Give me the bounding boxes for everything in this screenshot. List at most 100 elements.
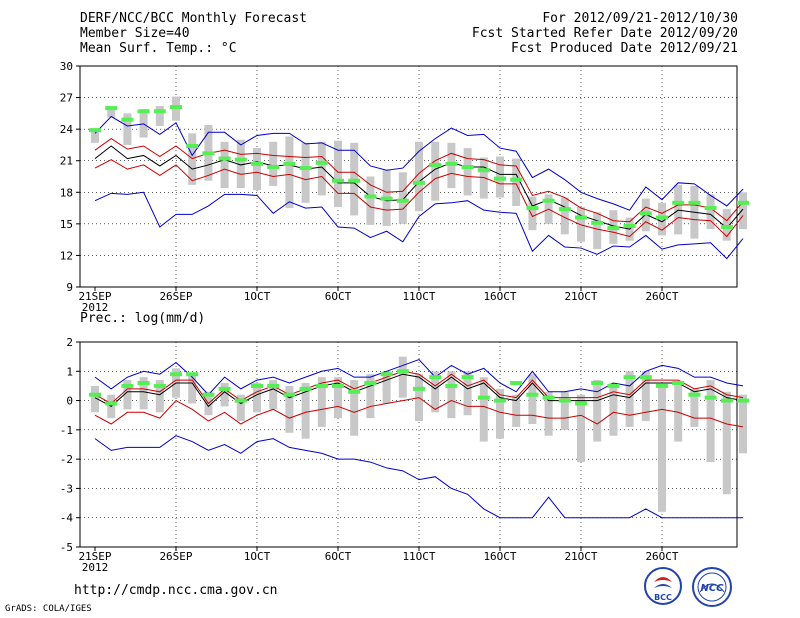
- forecast-produced: Fcst Produced Date 2012/09/21: [511, 41, 738, 56]
- x-tick-label: 11OCT: [402, 550, 435, 563]
- green-marker: [332, 383, 344, 388]
- green-marker: [186, 143, 199, 148]
- spread-box: [188, 133, 197, 185]
- series-minimum: [94, 435, 743, 519]
- green-marker: [656, 215, 668, 220]
- green-marker: [575, 215, 587, 220]
- green-marker: [218, 386, 231, 391]
- green-marker: [494, 398, 506, 403]
- spread-box: [431, 371, 440, 413]
- y-tick-label: 30: [60, 60, 73, 73]
- bcc-logo-icon: BCC: [644, 567, 682, 605]
- spread-box: [269, 141, 278, 186]
- x-year-label: 2012: [82, 301, 109, 314]
- green-marker: [234, 157, 247, 162]
- member-size: Member Size=40: [80, 26, 190, 41]
- green-marker: [413, 180, 425, 185]
- series-maximum: [94, 115, 744, 211]
- spread-box: [479, 377, 488, 442]
- green-marker: [105, 401, 118, 406]
- spread-box: [123, 113, 132, 145]
- x-tick-label: 21OCT: [564, 290, 597, 303]
- ncc-logo-text: NCC: [700, 583, 724, 594]
- green-marker: [364, 381, 377, 385]
- green-marker: [153, 109, 166, 114]
- green-marker: [704, 395, 717, 400]
- green-marker: [396, 198, 409, 203]
- header-left: DERF/NCC/BCC Monthly Forecast Member Siz…: [80, 11, 307, 56]
- y-tick-label: -5: [60, 541, 73, 554]
- spread-box: [139, 377, 148, 410]
- ncc-logo-icon: NCC: [692, 567, 732, 607]
- green-marker: [283, 161, 296, 166]
- green-marker: [380, 196, 393, 201]
- spread-box: [123, 380, 132, 410]
- forecast-period: For 2012/09/21-2012/10/30: [542, 11, 738, 26]
- spread-box: [577, 394, 585, 463]
- spread-box: [334, 140, 342, 208]
- green-marker: [267, 165, 280, 170]
- plot-frame: [79, 65, 738, 288]
- green-marker: [251, 161, 263, 166]
- spread-box: [463, 371, 472, 416]
- green-marker: [720, 398, 733, 403]
- green-marker: [348, 389, 361, 394]
- y-tick-label: -3: [60, 482, 73, 495]
- spread-box: [528, 196, 537, 231]
- y-tick-label: 9: [66, 281, 73, 294]
- y-tick-label: 27: [60, 92, 73, 105]
- green-marker: [575, 401, 587, 406]
- green-marker: [121, 383, 134, 388]
- series-lower-spread: [94, 159, 744, 238]
- x-tick-label: 1OCT: [244, 550, 271, 563]
- spread-box: [674, 184, 683, 235]
- y-tick-label: 1: [66, 365, 73, 378]
- spread-box: [641, 371, 650, 422]
- spread-box: [398, 172, 407, 224]
- grads-credit: GrADS: COLA/IGES: [5, 604, 92, 614]
- x-tick-label: 1OCT: [244, 290, 271, 303]
- y-tick-label: 21: [60, 155, 73, 168]
- x-tick-label: 6OCT: [325, 290, 352, 303]
- green-marker: [558, 207, 571, 212]
- spread-box: [512, 158, 521, 206]
- green-marker: [656, 383, 668, 388]
- green-marker: [170, 372, 182, 377]
- x-tick-label: 16OCT: [483, 290, 516, 303]
- green-marker: [121, 117, 134, 122]
- green-marker: [202, 151, 215, 156]
- spread-box: [593, 212, 602, 250]
- spread-box: [706, 194, 715, 230]
- y-tick-label: 2: [66, 336, 73, 349]
- spread-box: [220, 383, 229, 407]
- spread-box: [528, 374, 537, 424]
- green-marker: [510, 177, 523, 182]
- footer-url[interactable]: http://cmdp.ncc.cma.gov.cn: [74, 583, 278, 598]
- green-marker: [461, 165, 474, 170]
- green-marker: [348, 178, 361, 183]
- green-marker: [623, 223, 636, 228]
- green-marker: [380, 372, 393, 377]
- green-marker: [737, 398, 749, 403]
- green-marker: [477, 395, 490, 400]
- spread-box: [317, 141, 326, 196]
- spread-box: [301, 383, 310, 439]
- green-marker: [137, 381, 150, 385]
- panel-precipitation: -5 -4 -3 -2 -1 0 1 2 21SEP 26SEP 1OCT 6OCT 11OCT 16OC…: [60, 336, 749, 574]
- x-tick-label: 26OCT: [645, 550, 678, 563]
- plot-frame: [79, 341, 738, 548]
- green-marker: [737, 200, 749, 205]
- series-minimum: [94, 191, 744, 260]
- green-marker: [429, 162, 442, 167]
- spread-box: [155, 105, 164, 126]
- green-marker: [494, 176, 506, 181]
- green-marker: [137, 109, 150, 114]
- spread-box: [593, 380, 602, 442]
- spread-box: [658, 385, 666, 512]
- chart-title: DERF/NCC/BCC Monthly Forecast: [80, 11, 307, 26]
- green-marker: [542, 395, 555, 400]
- spread-box: [350, 380, 359, 436]
- green-marker: [639, 211, 652, 216]
- green-marker: [364, 194, 377, 199]
